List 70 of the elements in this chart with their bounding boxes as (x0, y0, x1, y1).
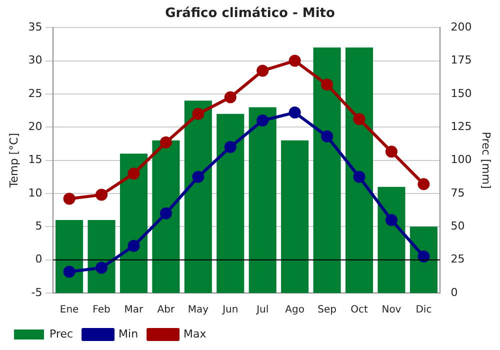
y2-tick-label: 0 (450, 286, 458, 299)
bar (152, 140, 180, 293)
x-tick-label: Ago (285, 304, 304, 316)
y-axis-title: Temp [°C] (7, 133, 20, 189)
bar (248, 107, 276, 293)
y2-tick-label: 50 (450, 220, 465, 233)
y2-tick-label: 25 (450, 252, 465, 266)
y2-tick-label: 175 (450, 54, 472, 67)
x-tick-label: Feb (92, 304, 110, 316)
bar (88, 220, 116, 293)
point (288, 54, 301, 67)
x-tick-label: Ene (60, 304, 79, 316)
x-tick-label: Dic (416, 304, 432, 316)
point (192, 108, 204, 120)
point (385, 146, 398, 158)
point (96, 262, 108, 274)
chart-title: Gráfico climático - Mito (165, 6, 336, 22)
legend-label: Min (118, 327, 138, 340)
x-tick-label: May (188, 304, 209, 316)
point (353, 170, 366, 183)
y-tick-label: 35 (28, 20, 42, 34)
point (192, 170, 204, 183)
y-tick-label: 10 (28, 186, 42, 200)
point (63, 192, 76, 205)
point (418, 250, 430, 263)
y-tick-label: 15 (28, 153, 42, 166)
y-tick-label: 30 (28, 54, 42, 67)
y-tick-label: 5 (35, 220, 42, 233)
bar (216, 114, 244, 293)
x-tick-label: Mar (124, 304, 144, 316)
x-tick-label: Jun (222, 304, 238, 316)
bar (313, 48, 341, 293)
y2-axis-title: Prec [mm] (480, 132, 493, 189)
legend-label: Max (184, 327, 207, 340)
point (353, 113, 366, 126)
point (288, 106, 301, 119)
point (224, 91, 236, 104)
y2-tick-label: 100 (450, 153, 472, 166)
x-tick-label: Abr (157, 304, 176, 316)
point (256, 64, 269, 77)
point (96, 188, 108, 201)
legend-label: Prec (50, 327, 74, 340)
bar (410, 226, 438, 293)
point (128, 168, 140, 180)
point (385, 214, 398, 226)
x-tick-label: Jul (256, 304, 269, 316)
bar (345, 48, 374, 293)
y2-tick-label: 125 (450, 120, 472, 133)
point (321, 130, 334, 142)
x-tick-label: Sep (318, 304, 336, 316)
point (128, 240, 140, 252)
point (418, 178, 430, 190)
y2-tick-label: 150 (450, 86, 472, 100)
y-tick-label: 0 (35, 252, 42, 266)
y2-tick-label: 200 (450, 20, 472, 34)
point (256, 114, 269, 126)
y-tick-label: 25 (28, 86, 42, 100)
point (321, 78, 334, 91)
bar (184, 100, 212, 293)
point (224, 141, 236, 154)
y-tick-label: -5 (31, 286, 42, 299)
bar (56, 220, 84, 293)
point (63, 266, 76, 278)
y2-tick-label: 75 (450, 186, 465, 200)
bar (281, 140, 309, 293)
x-tick-label: Nov (382, 304, 402, 316)
point (160, 136, 172, 148)
point (160, 207, 172, 220)
y-tick-label: 20 (28, 120, 42, 133)
x-tick-label: Oct (350, 304, 368, 316)
